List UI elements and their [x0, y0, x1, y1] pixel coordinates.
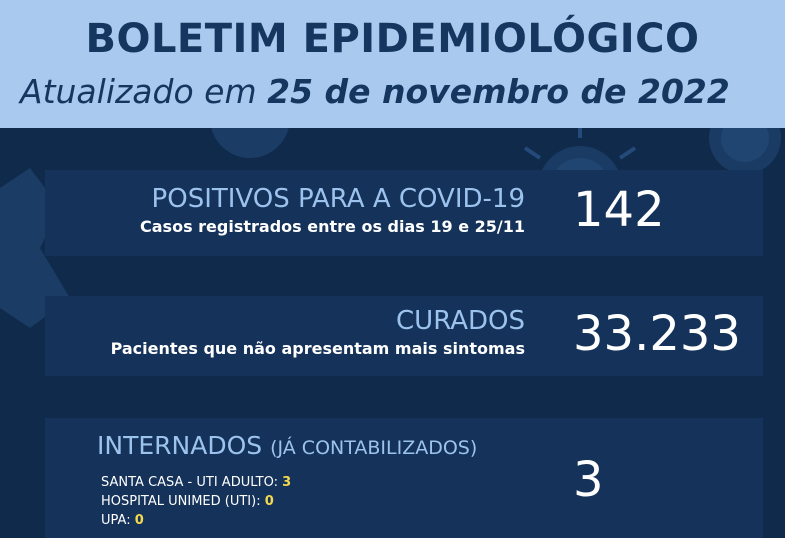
cured-description: Pacientes que não apresentam mais sintom…: [110, 339, 525, 358]
hospitalized-note: (JÁ CONTABILIZADOS): [270, 437, 478, 459]
cured-count: 33.233: [573, 306, 741, 362]
hospitalized-card: INTERNADOS (JÁ CONTABILIZADOS) SANTA CAS…: [45, 418, 763, 538]
updated-date: Atualizado em 25 de novembro de 2022: [20, 72, 730, 111]
positives-title: POSITIVOS PARA A COVID-19: [151, 184, 525, 214]
positives-card: POSITIVOS PARA A COVID-19 Casos registra…: [45, 170, 763, 256]
hospitalized-title: INTERNADOS: [97, 431, 263, 460]
list-item-value: 0: [134, 513, 144, 528]
cured-text: CURADOS Pacientes que não apresentam mai…: [111, 306, 525, 358]
hospitalized-list: SANTA CASA - UTI ADULTO: 3 HOSPITAL UNIM…: [101, 473, 291, 530]
list-item-value: 0: [264, 494, 274, 509]
cured-card: CURADOS Pacientes que não apresentam mai…: [45, 296, 763, 376]
positives-description: Casos registrados entre os dias 19 e 25/…: [140, 217, 525, 236]
bulletin-title: BOLETIM EPIDEMIOLÓGICO: [85, 16, 700, 62]
updated-prefix: Atualizado em: [20, 72, 268, 111]
hospitalized-count: 3: [573, 452, 604, 508]
hospitalized-heading: INTERNADOS (JÁ CONTABILIZADOS): [97, 431, 477, 460]
positives-text: POSITIVOS PARA A COVID-19 Casos registra…: [140, 184, 525, 236]
list-item: HOSPITAL UNIMED (UTI): 0: [101, 494, 274, 509]
list-item: UPA: 0: [101, 513, 144, 528]
positives-count: 142: [573, 182, 665, 238]
list-item: SANTA CASA - UTI ADULTO: 3: [101, 475, 292, 490]
cured-title: CURADOS: [396, 306, 525, 336]
updated-date-value: 25 de novembro de 2022: [267, 72, 730, 111]
list-item-value: 3: [282, 475, 292, 490]
header-banner: BOLETIM EPIDEMIOLÓGICO Atualizado em 25 …: [0, 0, 785, 128]
